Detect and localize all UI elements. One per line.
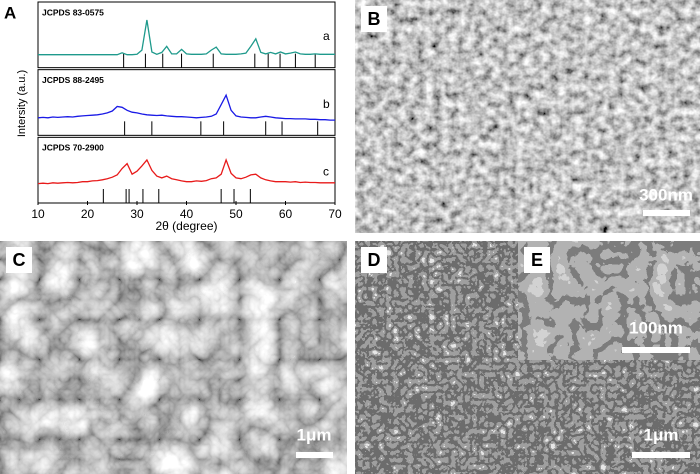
xrd-curve bbox=[37, 157, 335, 185]
panel-label: C bbox=[13, 250, 26, 270]
sem-image-c bbox=[0, 241, 347, 474]
subplot-frame bbox=[37, 69, 336, 136]
x-tick-label: 70 bbox=[328, 207, 342, 221]
x-tick-label: 20 bbox=[81, 207, 95, 221]
x-tick-label: 60 bbox=[279, 207, 293, 221]
panel-label: E bbox=[531, 250, 543, 270]
xrd-curve bbox=[38, 19, 335, 56]
sem-image-b bbox=[355, 0, 700, 233]
panel-label-box bbox=[361, 247, 387, 273]
scale-bar bbox=[632, 452, 690, 458]
xrd-curve bbox=[37, 93, 335, 121]
panel-label-box bbox=[524, 247, 550, 273]
scale-bar bbox=[622, 347, 690, 353]
scale-bar-label: 300nm bbox=[639, 185, 693, 204]
panel-label: B bbox=[368, 9, 381, 29]
panel-label: D bbox=[368, 250, 381, 270]
series-label: a bbox=[323, 29, 330, 43]
scale-bar bbox=[643, 210, 690, 216]
subplot-frame bbox=[37, 1, 336, 69]
reference-label: JCPDS 88-2495 bbox=[42, 75, 104, 85]
reference-label: JCPDS 83-0575 bbox=[42, 7, 104, 17]
panel-label-box bbox=[6, 247, 32, 273]
x-tick-label: 10 bbox=[31, 207, 45, 221]
x-tick-label: 40 bbox=[180, 207, 194, 221]
scale-bar bbox=[296, 452, 333, 458]
scale-bar-label: 100nm bbox=[629, 318, 683, 337]
panel-label-box bbox=[361, 6, 387, 32]
x-tick-label: 30 bbox=[130, 207, 144, 221]
x-tick-label: 50 bbox=[229, 207, 243, 221]
scale-bar-label: 1μm bbox=[297, 425, 332, 444]
scale-bar-label: 1μm bbox=[644, 425, 679, 444]
series-label: c bbox=[323, 165, 329, 179]
reference-label: JCPDS 70-2900 bbox=[42, 143, 104, 153]
y-axis-label: Intersity (a.u.) bbox=[16, 70, 28, 137]
series-label: b bbox=[323, 97, 330, 111]
x-axis-label: 2θ (degree) bbox=[155, 219, 217, 233]
panel-label: A bbox=[4, 3, 16, 22]
